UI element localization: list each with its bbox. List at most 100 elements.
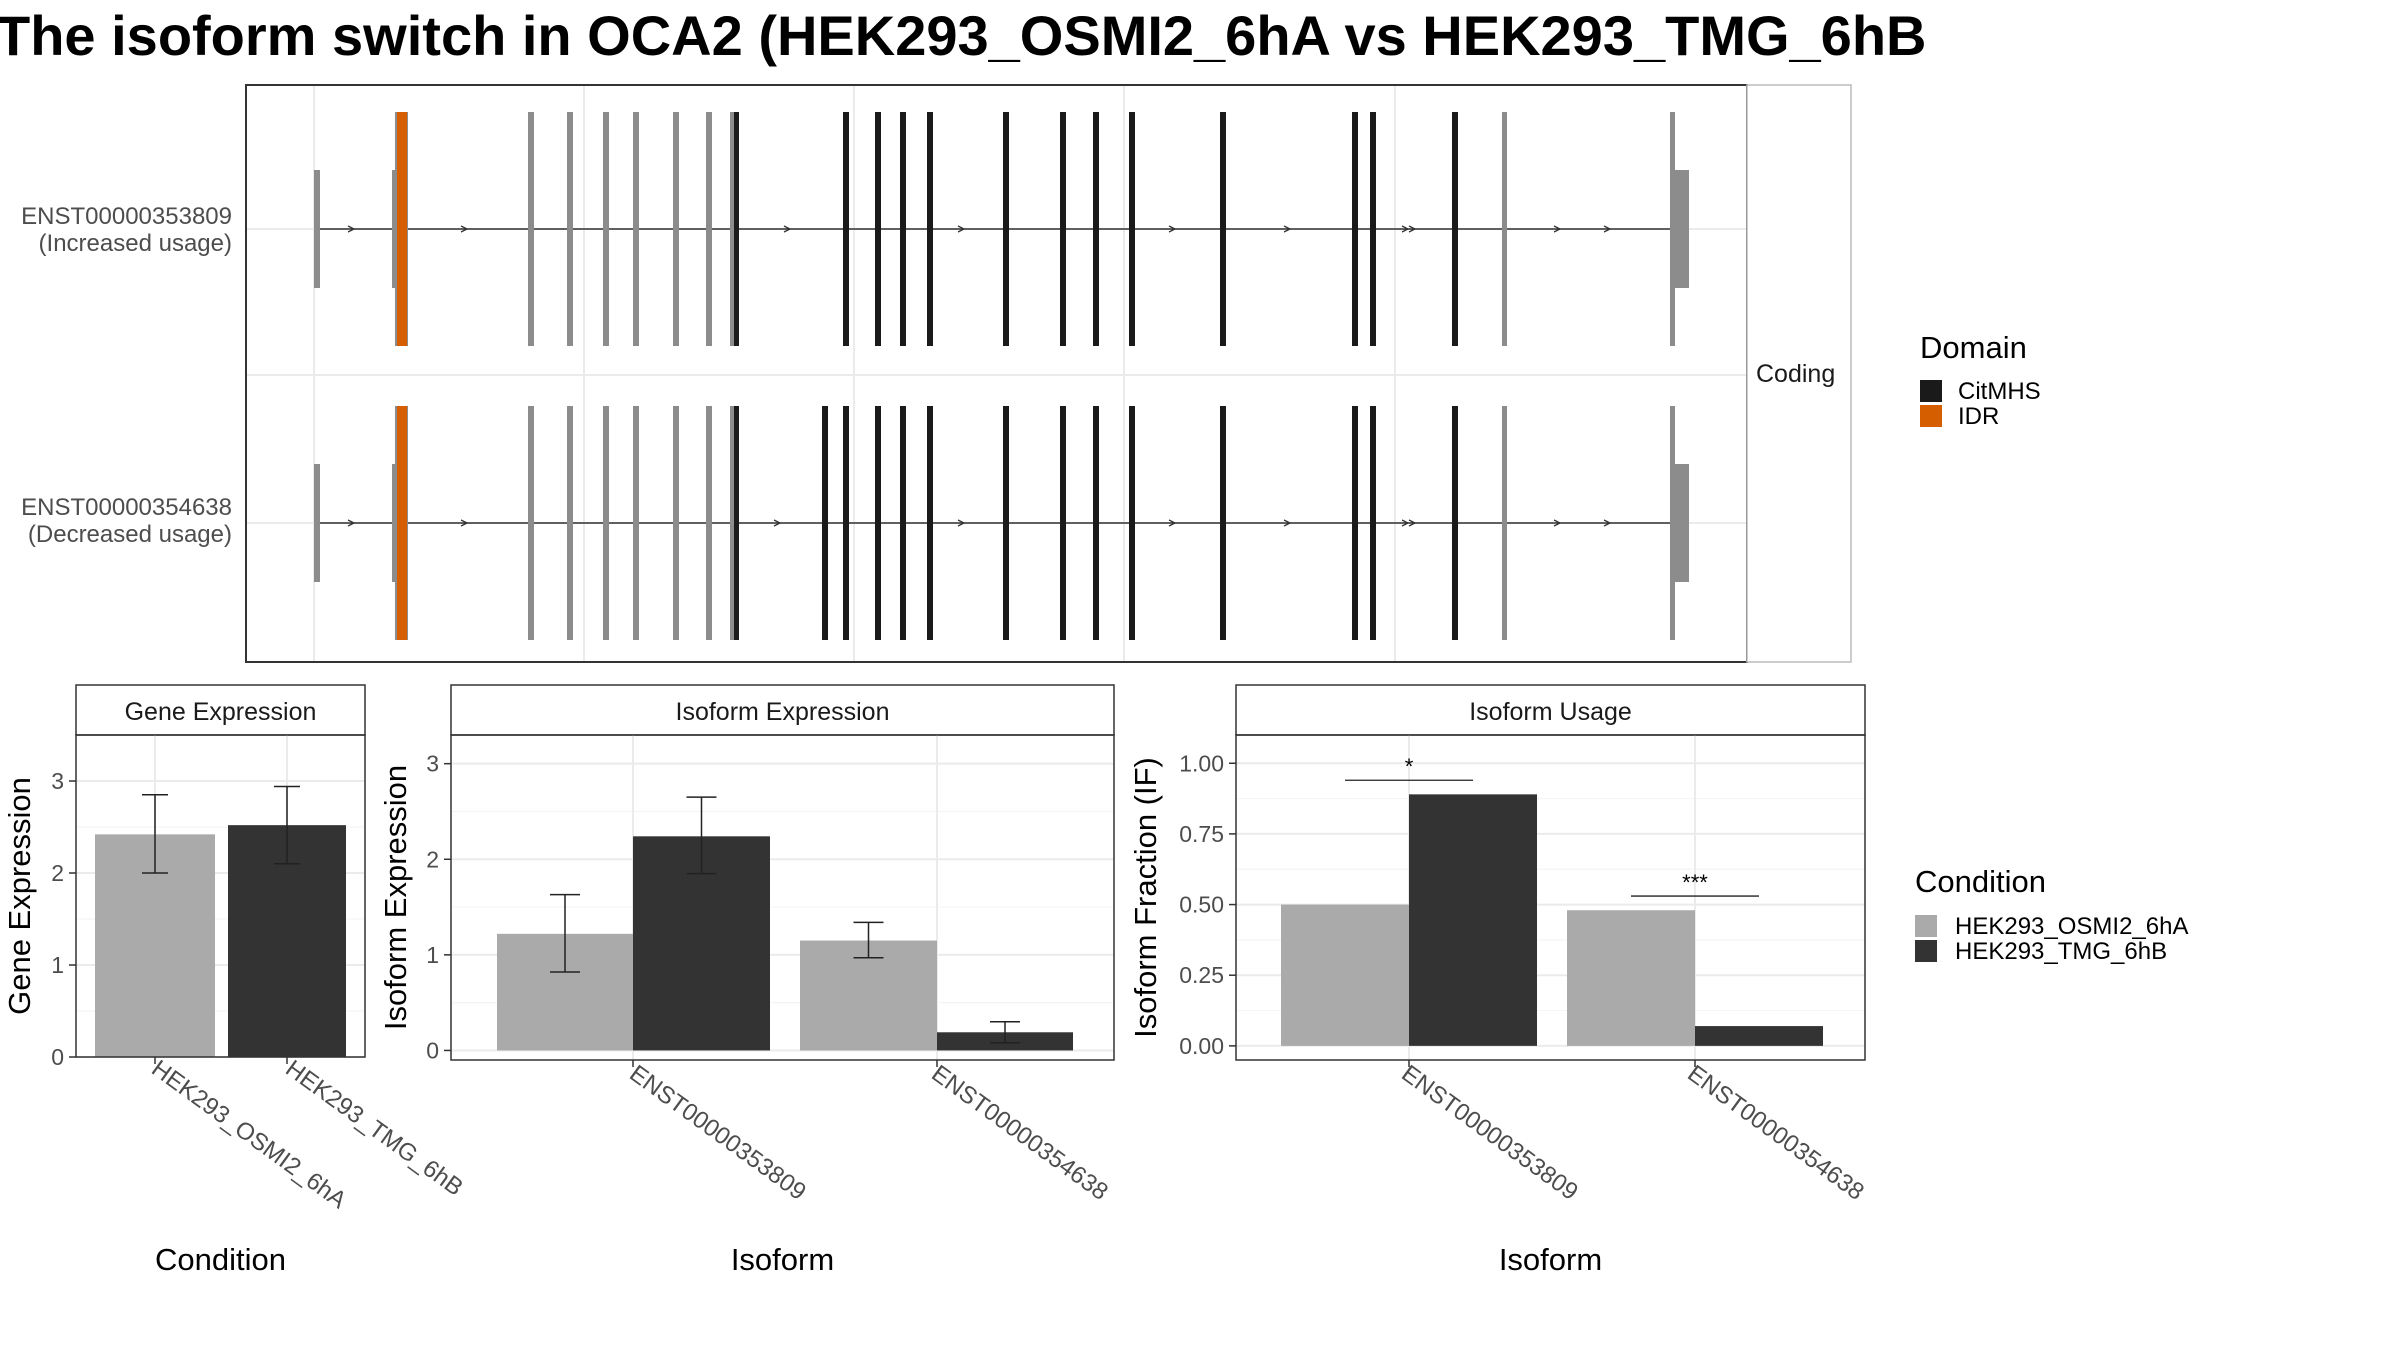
transcript-1-citmhs-exon-0 (843, 112, 849, 346)
transcript-1-noncoding-exon-5 (706, 112, 712, 346)
panel-1-ytick-label-2: 2 (51, 860, 64, 886)
transcript-1-noncoding-exon-2 (603, 112, 609, 346)
transcript-1-citmhs-exon-6 (1093, 112, 1099, 346)
structure-plot-area (245, 84, 1748, 663)
transcript-1-citmhs-exon-10 (1370, 112, 1376, 346)
transcript-2-citmhs-exon-5 (1003, 406, 1009, 640)
transcript-2-last-exon-cds (1670, 406, 1675, 640)
panel-2-ytick-label-0: 0 (426, 1037, 439, 1063)
figure-title: The isoform switch in OCA2 (HEK293_OSMI2… (0, 4, 1926, 67)
transcript-2-citmhs-exon-9 (1220, 406, 1226, 640)
transcript-2-citmhs-exon-3 (900, 406, 906, 640)
transcript-1-citmhs-exon-2 (900, 112, 906, 346)
panel-3-xtick-label-0: ENST00000353809 (1396, 1060, 1582, 1206)
condition-legend-title: Condition (1915, 864, 2046, 899)
domain-legend-label-citmhs: CitMHS (1958, 378, 2041, 405)
panel-3-strip (1235, 684, 1866, 736)
panel-3-significance-label-1: *** (1682, 870, 1708, 895)
transcript-1-citmhs-exon-5 (1060, 112, 1066, 346)
panel-1-ytick-label-0: 0 (51, 1044, 64, 1070)
panel-2-ytick-label-3: 3 (426, 751, 439, 777)
transcript-2-strand-arrow-4 (1168, 519, 1177, 527)
transcript-1-noncoding-exon-3 (633, 112, 639, 346)
transcript-2-citmhs-exon-4 (927, 406, 933, 640)
panel-2-error-bar-HEK293_OSMI2_6hA-1 (853, 921, 884, 959)
transcript-1-citmhs-exon-3 (927, 112, 933, 346)
panel-3-x-axis-title: Isoform (1499, 1242, 1602, 1277)
panel-3-significance-label-0: * (1405, 754, 1414, 779)
transcript-2-noncoding-exon-4 (673, 406, 679, 640)
transcript-1-strand-arrow-0 (347, 225, 356, 233)
panel-1-ytick-label-1: 1 (51, 952, 64, 978)
panel-1-x-axis-title: Condition (155, 1242, 286, 1277)
panel-3-bar-HEK293_OSMI2_6hA-1 (1567, 910, 1695, 1046)
transcript-2-citmhs-exon-7 (1093, 406, 1099, 640)
transcript-1-strand-arrow-3 (957, 225, 966, 233)
panel-2-error-bar-HEK293_TMG_6hB-1 (990, 1021, 1020, 1044)
panel-2-xtick-label-0: ENST00000353809 (624, 1060, 810, 1206)
transcript-1-citmhs-exon-11 (1452, 112, 1458, 346)
transcript-2-noncoding-exon-0 (528, 406, 534, 640)
transcript-1-strand-arrow-4 (1168, 225, 1177, 233)
transcript-label-1-usage: (Increased usage) (39, 230, 232, 257)
transcript-2-strand-arrow-2 (773, 519, 782, 527)
domain-legend: Domain CitMHS IDR (1920, 330, 2041, 430)
panel-2-xtick-label-1: ENST00000354638 (926, 1060, 1112, 1206)
panel-3-ytick-label-2: 0.50 (1179, 892, 1224, 918)
transcript-2-noncoding-exon-3 (633, 406, 639, 640)
facet-label: Coding (1756, 360, 1835, 388)
panel-3-bar-HEK293_TMG_6hB-0 (1409, 794, 1537, 1046)
transcript-label-2-id: ENST00000354638 (21, 494, 232, 521)
transcript-2-citmhs-exon-12 (1452, 406, 1458, 640)
transcript-1-citmhs-exon-4 (1003, 112, 1009, 346)
transcript-1-noncoding-exon-0 (528, 112, 534, 346)
transcript-2-citmhs-exon-1 (843, 406, 849, 640)
transcript-1-utr-3prime (1673, 170, 1689, 288)
condition-legend-key-tmg (1915, 940, 1937, 962)
panel-3-bar-HEK293_OSMI2_6hA-0 (1281, 904, 1409, 1046)
transcript-2-citmhs-exon-0 (822, 406, 828, 640)
transcript-2-strand-arrow-3 (957, 519, 966, 527)
panel-1-error-bar-0 (142, 794, 168, 874)
structure-marks (314, 112, 1689, 640)
isoform-usage-panel: Isoform Usage****0.000.250.500.751.00ENS… (1128, 684, 1869, 1277)
transcript-2-utr-3prime (1673, 464, 1689, 582)
isoform-expression-panel: Isoform Expression 0 1 2 3 ENST00000353809 ENS… (378, 684, 1115, 1277)
transcript-label-1-id: ENST00000353809 (21, 203, 232, 230)
transcript-2-strand-arrow-1 (460, 519, 469, 527)
panel-1-strip-title: Gene Expression (125, 698, 317, 726)
domain-legend-key-idr (1920, 405, 1942, 427)
panel-2-ytick-label-1: 1 (426, 942, 439, 968)
panel-1-y-axis-title: Gene Expression (2, 777, 37, 1015)
panel-3-ytick-label-3: 0.75 (1179, 821, 1224, 847)
transcript-2-strand-arrow-9 (1603, 519, 1612, 527)
panel-3-ytick-label-1: 0.25 (1179, 962, 1224, 988)
transcript-2-strand-arrow-6 (1401, 519, 1410, 527)
facet-strip (1746, 84, 1852, 663)
transcript-2-noncoding-exon-1 (567, 406, 573, 640)
transcript-1-strand-arrow-5 (1283, 225, 1292, 233)
transcript-2-noncoding-exon-2 (603, 406, 609, 640)
condition-legend-label-osmi2: HEK293_OSMI2_6hA (1955, 913, 2188, 940)
transcript-1-noncoding-exon-late (1502, 112, 1507, 346)
transcript-2-citmhs-exon-6 (1060, 406, 1066, 640)
panel-1-error-bar-1 (274, 785, 300, 865)
panel-1-strip (75, 684, 366, 736)
panel-1-ytick-label-3: 3 (51, 768, 64, 794)
transcript-2-idr-domain (397, 406, 407, 640)
transcript-1-last-exon-cds (1670, 112, 1675, 346)
transcript-2-citmhs-exon-8 (1129, 406, 1135, 640)
transcript-1-strand-arrow-8 (1553, 225, 1562, 233)
panel-2-error-bar-HEK293_OSMI2_6hA-0 (550, 893, 580, 973)
transcript-2-utr-5prime (314, 464, 320, 582)
structure-panel: Coding ENST00000353809 (Increased usage)… (21, 84, 1852, 663)
transcript-2-strand-arrow-7 (1408, 519, 1417, 527)
transcript-1-strand-arrow-6 (1401, 225, 1410, 233)
domain-legend-title: Domain (1920, 330, 2027, 365)
panel-3-strip-title: Isoform Usage (1469, 698, 1632, 726)
transcript-2-strand-arrow-8 (1553, 519, 1562, 527)
transcript-1-strand-arrow-7 (1408, 225, 1417, 233)
transcript-1-strand-arrow-2 (783, 225, 792, 233)
panel-2-ytick-label-2: 2 (426, 846, 439, 872)
